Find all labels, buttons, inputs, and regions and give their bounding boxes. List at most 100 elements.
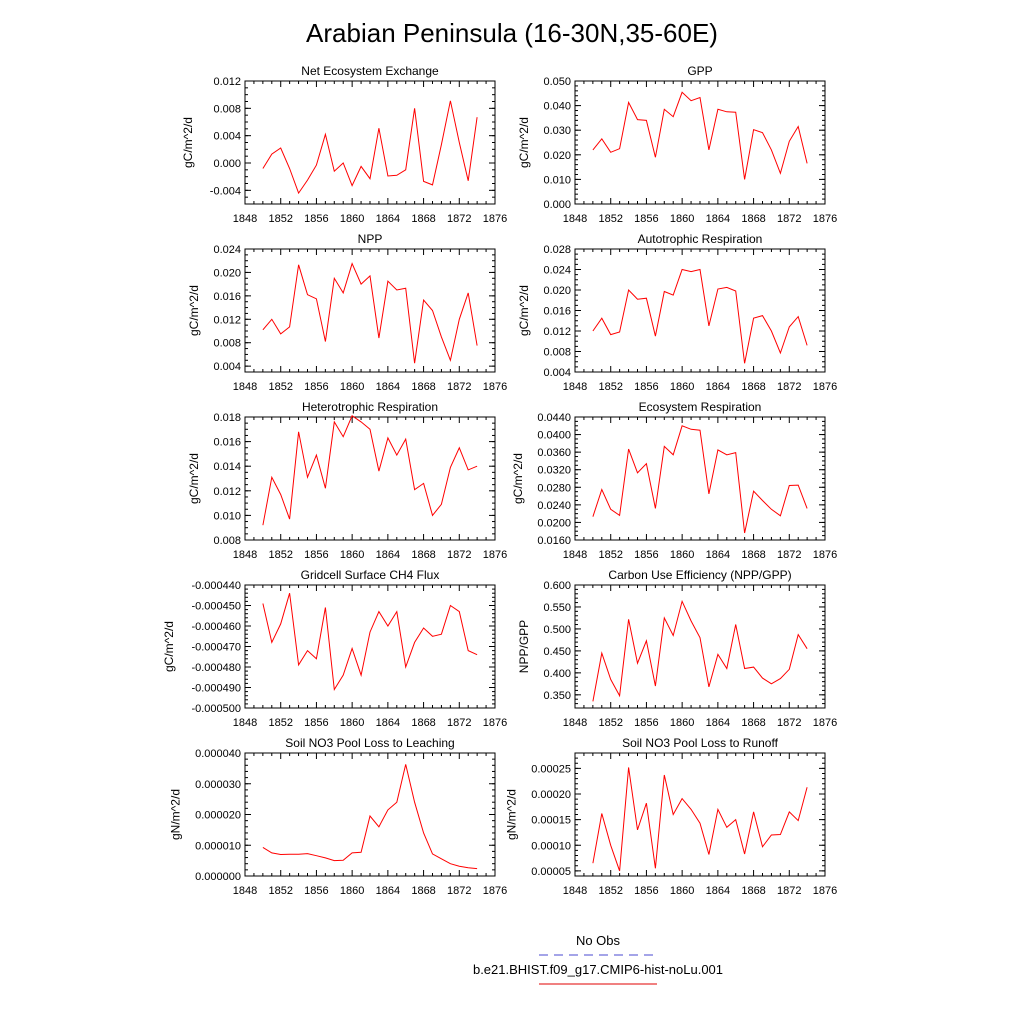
y-tick-label: -0.000500 bbox=[191, 703, 241, 715]
x-tick-label: 1852 bbox=[598, 213, 622, 225]
panel-autotrophic-respiration: Autotrophic Respiration 1848 1852 1856 1860 1… bbox=[517, 232, 837, 393]
y-tick-label: 0.004 bbox=[543, 367, 571, 379]
x-tick-label: 1872 bbox=[777, 549, 801, 561]
y-tick-label: 0.00005 bbox=[531, 866, 571, 878]
x-tick-label: 1876 bbox=[813, 717, 837, 729]
x-tick-label: 1872 bbox=[777, 381, 801, 393]
x-tick-label: 1852 bbox=[268, 213, 292, 225]
x-tick-label: 1864 bbox=[376, 213, 400, 225]
y-tick-label: 0.010 bbox=[543, 174, 571, 186]
x-tick-label: 1860 bbox=[340, 549, 364, 561]
panel-title: Carbon Use Efficiency (NPP/GPP) bbox=[608, 568, 791, 582]
x-tick-label: 1872 bbox=[447, 717, 471, 729]
panel-carbon-use-efficiency-npp-gpp: Carbon Use Efficiency (NPP/GPP) 1848 1852 1… bbox=[517, 568, 837, 729]
y-tick-label: 0.0160 bbox=[537, 535, 571, 547]
x-tick-label: 1856 bbox=[634, 717, 658, 729]
series-line bbox=[262, 764, 478, 870]
x-tick-label: 1852 bbox=[598, 885, 622, 897]
series-line bbox=[262, 593, 478, 691]
x-tick-label: 1856 bbox=[304, 213, 328, 225]
series-line bbox=[592, 425, 808, 534]
figure-title: Arabian Peninsula (16-30N,35-60E) bbox=[306, 18, 718, 48]
x-tick-label: 1864 bbox=[706, 717, 730, 729]
x-tick-label: 1848 bbox=[563, 549, 587, 561]
x-tick-label: 1876 bbox=[483, 381, 507, 393]
x-tick-label: 1876 bbox=[483, 717, 507, 729]
x-tick-label: 1868 bbox=[411, 213, 435, 225]
x-tick-label: 1864 bbox=[376, 885, 400, 897]
series-line bbox=[262, 100, 478, 195]
x-tick-label: 1876 bbox=[813, 381, 837, 393]
panel-title: Heterotrophic Respiration bbox=[302, 400, 438, 414]
y-axis-label: gC/m^2/d bbox=[187, 285, 201, 336]
y-tick-label: 0.008 bbox=[213, 338, 241, 350]
y-tick-label: 0.600 bbox=[543, 580, 571, 592]
x-tick-label: 1872 bbox=[777, 885, 801, 897]
x-tick-label: 1872 bbox=[447, 381, 471, 393]
x-tick-label: 1876 bbox=[813, 885, 837, 897]
y-tick-label: 0.012 bbox=[213, 486, 241, 498]
x-tick-label: 1856 bbox=[304, 717, 328, 729]
x-tick-label: 1860 bbox=[340, 717, 364, 729]
x-tick-label: 1852 bbox=[598, 381, 622, 393]
plot-frame bbox=[574, 248, 826, 373]
x-tick-label: 1864 bbox=[706, 213, 730, 225]
y-axis-label: gC/m^2/d bbox=[187, 453, 201, 504]
y-tick-label: 0.014 bbox=[213, 461, 241, 473]
x-tick-label: 1868 bbox=[411, 717, 435, 729]
series-line bbox=[592, 599, 808, 702]
panels-group: Net Ecosystem Exchange 1848 1852 1856 1860 18… bbox=[162, 64, 837, 897]
y-tick-label: 0.000000 bbox=[195, 871, 241, 883]
x-tick-label: 1852 bbox=[268, 549, 292, 561]
series-line bbox=[262, 262, 478, 364]
x-tick-label: 1848 bbox=[233, 885, 257, 897]
y-tick-label: 0.0360 bbox=[537, 447, 571, 459]
x-tick-label: 1852 bbox=[268, 885, 292, 897]
x-tick-label: 1860 bbox=[670, 717, 694, 729]
x-tick-label: 1856 bbox=[304, 885, 328, 897]
x-tick-label: 1848 bbox=[563, 381, 587, 393]
y-tick-label: 0.0240 bbox=[537, 500, 571, 512]
y-tick-label: 0.020 bbox=[543, 150, 571, 162]
x-tick-label: 1860 bbox=[340, 381, 364, 393]
x-tick-label: 1876 bbox=[483, 885, 507, 897]
y-tick-label: 0.0280 bbox=[537, 482, 571, 494]
y-tick-label: 0.500 bbox=[543, 624, 571, 636]
x-tick-label: 1864 bbox=[706, 549, 730, 561]
y-axis-label: gC/m^2/d bbox=[511, 453, 525, 504]
x-tick-label: 1852 bbox=[268, 381, 292, 393]
y-axis-label: gC/m^2/d bbox=[181, 117, 195, 168]
y-tick-label: 0.00015 bbox=[531, 815, 571, 827]
y-tick-label: 0.010 bbox=[213, 510, 241, 522]
y-tick-label: 0.000 bbox=[543, 199, 571, 211]
panel-title: Soil NO3 Pool Loss to Runoff bbox=[622, 736, 779, 750]
panel-net-ecosystem-exchange: Net Ecosystem Exchange 1848 1852 1856 1860 18… bbox=[181, 64, 507, 225]
y-axis-label: NPP/GPP bbox=[517, 620, 531, 673]
y-axis-label: gC/m^2/d bbox=[517, 285, 531, 336]
y-tick-label: -0.000460 bbox=[191, 621, 241, 633]
y-tick-label: 0.008 bbox=[213, 103, 241, 115]
x-tick-label: 1856 bbox=[634, 549, 658, 561]
legend-label-no-obs: No Obs bbox=[576, 933, 621, 948]
plot-frame bbox=[574, 584, 826, 709]
panel-gridcell-surface-ch4-flux: Gridcell Surface CH4 Flux 1848 1852 1856 186… bbox=[162, 568, 507, 729]
plot-frame bbox=[574, 416, 826, 541]
x-tick-label: 1860 bbox=[670, 549, 694, 561]
x-tick-label: 1860 bbox=[670, 213, 694, 225]
x-tick-label: 1868 bbox=[411, 381, 435, 393]
panel-title: Net Ecosystem Exchange bbox=[301, 64, 439, 78]
y-tick-label: 0.050 bbox=[543, 76, 571, 88]
series-line bbox=[592, 268, 808, 364]
x-tick-label: 1872 bbox=[447, 213, 471, 225]
y-tick-label: 0.000020 bbox=[195, 810, 241, 822]
y-tick-label: 0.0440 bbox=[537, 412, 571, 424]
panel-gpp: GPP 1848 1852 1856 1860 1864 1868 1872 1876 0.000… bbox=[517, 64, 837, 225]
x-tick-label: 1868 bbox=[741, 549, 765, 561]
y-tick-label: 0.550 bbox=[543, 602, 571, 614]
y-tick-label: -0.004 bbox=[210, 185, 241, 197]
x-tick-label: 1864 bbox=[376, 549, 400, 561]
y-tick-label: 0.012 bbox=[213, 76, 241, 88]
y-tick-label: 0.040 bbox=[543, 101, 571, 113]
x-tick-label: 1848 bbox=[233, 213, 257, 225]
